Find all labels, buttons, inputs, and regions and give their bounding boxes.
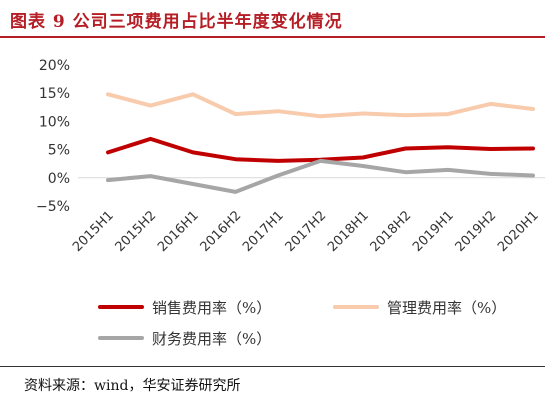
legend: 销售费用率（%） 管理费用率（%） 财务费用率（%） (98, 299, 506, 348)
y-tick-label: 20% (39, 58, 70, 74)
figure-title: 图表 9 公司三项费用占比半年度变化情况 (10, 12, 343, 32)
x-tick-label: 2016H2 (198, 208, 245, 255)
legend-label-3: 财务费用率（%） (152, 330, 271, 348)
series-line-1 (106, 136, 535, 163)
series-line-2 (106, 92, 535, 119)
x-tick-label: 2017H1 (240, 208, 287, 255)
x-tick-label: 2017H2 (283, 208, 330, 255)
expense-ratio-line-chart: 20% 15% 10% 5% 0% −5% 2015H12015H22016H12016H… (36, 58, 545, 348)
x-tick-label: 2019H1 (410, 208, 457, 255)
series-line-3 (106, 158, 535, 194)
title-divider (0, 36, 545, 38)
y-tick-label: 0% (48, 171, 70, 187)
plot-area (106, 92, 535, 194)
x-tick-label: 2018H1 (325, 208, 372, 255)
x-tick-label: 2019H2 (453, 208, 500, 255)
x-tick-label: 2016H1 (155, 208, 202, 255)
figure-header: 图表 9 公司三项费用占比半年度变化情况 (0, 0, 545, 38)
legend-label-2: 管理费用率（%） (387, 299, 506, 317)
x-tick-label: 2018H2 (368, 208, 415, 255)
legend-label-1: 销售费用率（%） (152, 299, 271, 317)
x-axis: 2015H12015H22016H12016H22017H12017H22018… (70, 177, 545, 255)
source-note: 资料来源：wind，华安证券研究所 (24, 378, 241, 394)
y-tick-label: −5% (36, 199, 70, 215)
y-axis: 20% 15% 10% 5% 0% −5% (36, 58, 70, 215)
x-tick-label: 2020H1 (495, 208, 542, 255)
x-tick-label: 2015H2 (113, 208, 160, 255)
x-tick-label: 2015H1 (70, 208, 117, 255)
y-tick-label: 10% (39, 114, 70, 130)
y-tick-label: 15% (39, 86, 70, 102)
y-tick-label: 5% (48, 143, 70, 159)
source-divider (0, 366, 545, 367)
